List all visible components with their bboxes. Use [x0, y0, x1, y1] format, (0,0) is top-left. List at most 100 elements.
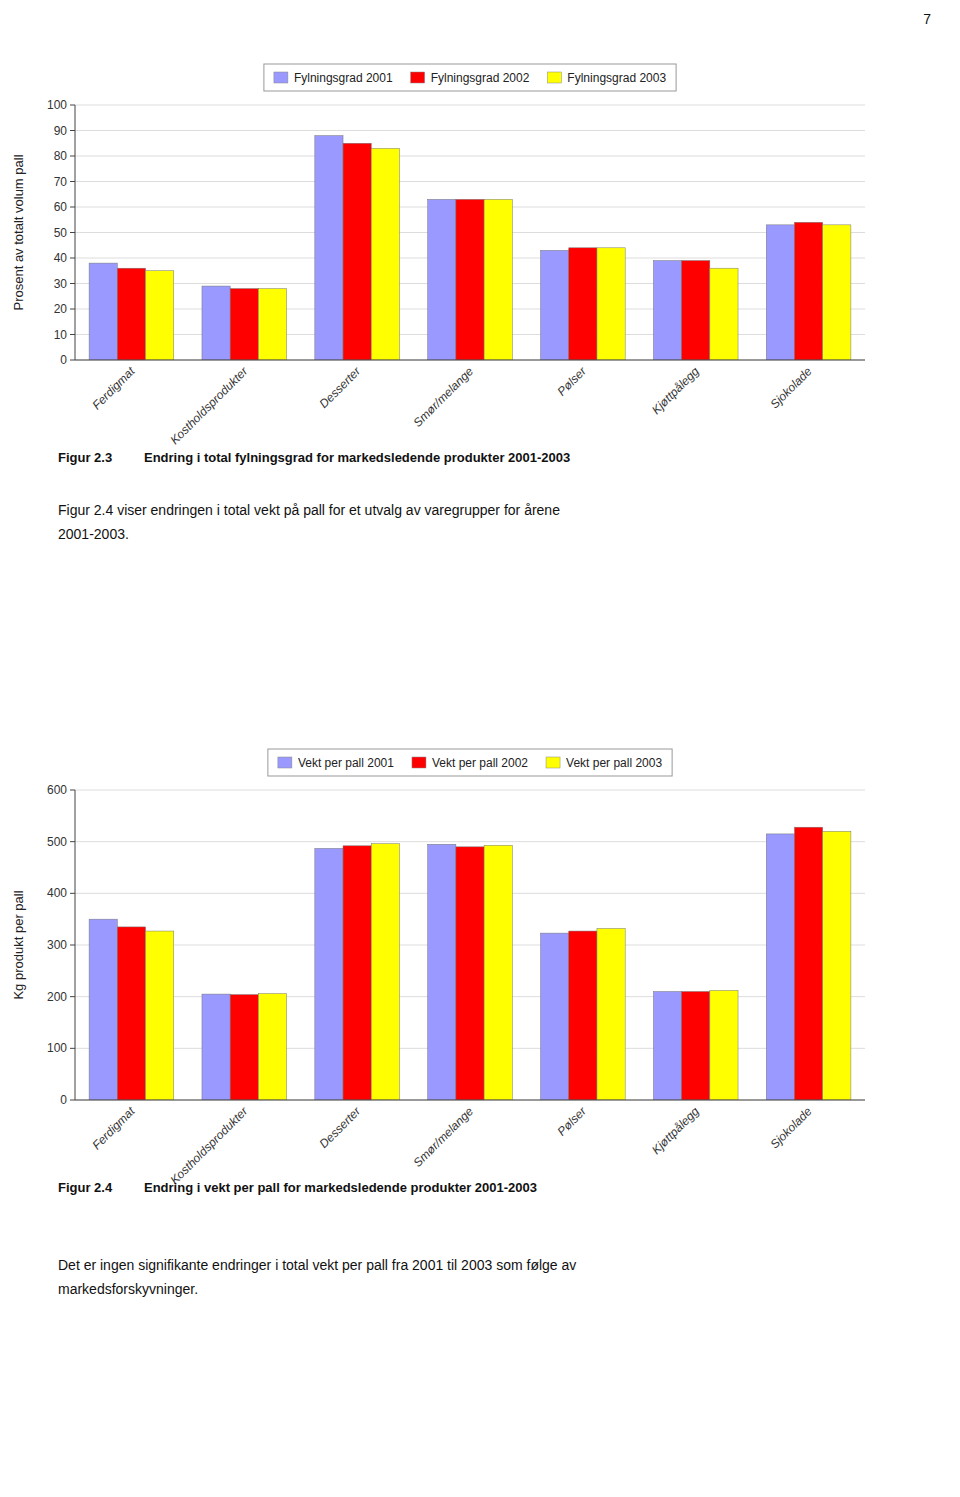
bar [569, 931, 597, 1100]
x-tick-label: Sjokolade [768, 1104, 815, 1151]
bar [710, 990, 738, 1100]
bar [258, 289, 286, 360]
bar [456, 199, 484, 360]
bar [484, 845, 512, 1100]
y-tick-label: 0 [60, 1093, 67, 1107]
grid-line [75, 790, 865, 791]
y-tick-label: 400 [47, 886, 67, 900]
y-tick-label: 90 [54, 124, 68, 138]
legend-label: Vekt per pall 2003 [566, 756, 662, 770]
paragraph: Det er ingen signifikante endringer i to… [58, 1257, 576, 1297]
y-axis-label: Prosent av totalt volum pall [11, 154, 26, 310]
y-tick [70, 207, 75, 208]
legend-swatch [412, 757, 426, 768]
grid-line [75, 1100, 865, 1101]
grid [75, 790, 865, 1100]
figure-label: Figur 2.3 [58, 450, 112, 465]
bar [371, 148, 399, 360]
y-tick-label: 500 [47, 835, 67, 849]
x-tick-label: Pølser [555, 1104, 590, 1139]
legend-label: Fylningsgrad 2002 [431, 71, 530, 85]
x-tick-label: Smør/melange [411, 1104, 477, 1170]
text-line: 2001-2003. [58, 526, 129, 542]
legend-swatch [411, 72, 425, 83]
y-tick [70, 1048, 75, 1049]
chart-title: Endring i vekt per pall for markedsleden… [144, 1180, 537, 1195]
text-line: markedsforskyvninger. [58, 1281, 198, 1297]
bar [653, 261, 681, 360]
bar [823, 225, 851, 360]
bar [541, 933, 569, 1100]
bar [315, 136, 343, 360]
y-tick [70, 841, 75, 842]
bar [315, 848, 343, 1100]
bar [258, 994, 286, 1100]
grid [75, 105, 865, 360]
y-tick [70, 360, 75, 361]
y-axis-line [75, 105, 76, 360]
legend: Fylningsgrad 2001 Fylningsgrad 2002 Fylnin… [264, 64, 676, 91]
text-line: 7 [923, 11, 931, 27]
bar [117, 927, 145, 1100]
chart: 0100200300400500600Kg produkt per pallFe… [11, 749, 865, 1297]
x-axis: FerdigmatKostholdsprodukterDesserterSmør… [89, 364, 814, 448]
bar [794, 222, 822, 360]
legend-frame [268, 749, 672, 776]
x-tick-label: Kjøttpålegg [649, 1104, 702, 1157]
x-axis-line [75, 1100, 865, 1101]
y-tick-label: 40 [54, 251, 68, 265]
grid-line [75, 181, 865, 182]
page: 0102030405060708090100Prosent av totalt … [0, 0, 960, 1497]
bar [428, 199, 456, 360]
x-tick-label: Kostholdsprodukter [167, 1104, 251, 1188]
grid-line [75, 841, 865, 842]
x-axis: Ferdigmat Kostholdsprodukter Desserter Smør… [89, 1104, 814, 1188]
y-tick-label: 0 [60, 353, 67, 367]
legend-swatch [546, 757, 560, 768]
y-tick [70, 309, 75, 310]
y-tick [70, 996, 75, 997]
y-tick [70, 105, 75, 106]
legend-swatch [547, 72, 561, 83]
legend-label: Fylningsgrad 2001 [294, 71, 393, 85]
bar [710, 268, 738, 360]
x-tick-label: Ferdigmat [89, 1104, 138, 1153]
bar [146, 271, 174, 360]
bar [682, 261, 710, 360]
y-tick-label: 60 [54, 200, 68, 214]
bar [202, 994, 230, 1100]
legend: Vekt per pall 2001Vekt per pall 2002Vekt… [268, 749, 672, 776]
y-tick-label: 20 [54, 302, 68, 316]
x-axis-line [75, 360, 865, 361]
y-tick-label: 10 [54, 328, 68, 342]
legend-frame [264, 64, 676, 91]
bar [823, 831, 851, 1100]
bar [428, 844, 456, 1100]
bar [202, 286, 230, 360]
bar [343, 143, 371, 360]
y-tick-label: 200 [47, 990, 67, 1004]
grid-line [75, 105, 865, 106]
legend-label: Fylningsgrad 2003 [567, 71, 666, 85]
bar [117, 268, 145, 360]
y-tick [70, 181, 75, 182]
y-tick [70, 258, 75, 259]
y-axis-line [75, 790, 76, 1100]
bars [89, 136, 851, 360]
text-line: Figur 2.4 viser endringen i total vekt p… [58, 502, 560, 518]
grid-line [75, 360, 865, 361]
y-tick [70, 156, 75, 157]
bar [682, 992, 710, 1101]
y-tick-label: 50 [54, 226, 68, 240]
y-tick [70, 283, 75, 284]
legend-label: Vekt per pall 2002 [432, 756, 528, 770]
bar [371, 844, 399, 1100]
y-tick [70, 232, 75, 233]
x-tick-label: Kostholdsprodukter [167, 364, 251, 448]
bar [653, 992, 681, 1101]
x-tick-label: Desserter [317, 1104, 364, 1151]
y-axis-label: Kg produkt per pall [11, 890, 26, 999]
y-tick-label: 600 [47, 783, 67, 797]
x-tick-label: Kjøttpålegg [649, 364, 702, 417]
text-line: Det er ingen signifikante endringer i to… [58, 1257, 576, 1273]
